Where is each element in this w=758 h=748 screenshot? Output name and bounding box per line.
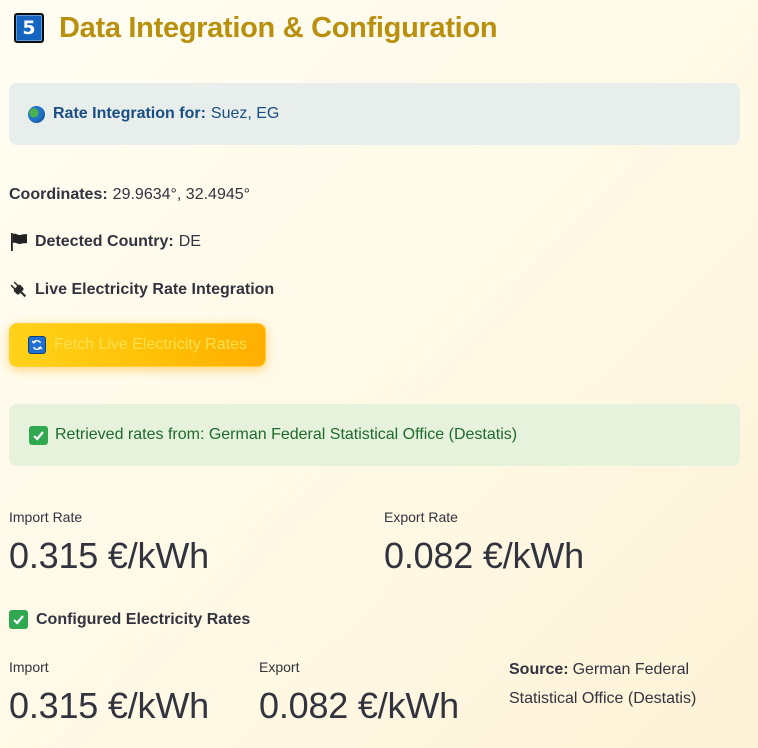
page-title: Data Integration & Configuration [59, 11, 498, 44]
check-icon [29, 425, 48, 445]
flag-icon [11, 233, 27, 251]
export-rate-label: Export Rate [384, 509, 458, 525]
detected-country-value: DE [178, 233, 201, 250]
configured-import-label: Import [9, 659, 49, 675]
coordinates-value: 29.9634°, 32.4945° [112, 186, 251, 203]
live-integration-row: Live Electricity Rate Integration [9, 280, 279, 300]
rate-integration-label: Rate Integration for: [53, 105, 206, 122]
globe-icon [28, 105, 45, 123]
rate-source: Source: German Federal Statistical Office… [509, 655, 734, 713]
coordinates-row: Coordinates: 29.9634°, 32.4945° [9, 186, 250, 204]
configured-rates-heading-row: Configured Electricity Rates [9, 610, 255, 629]
rates-retrieved-text: Retrieved rates from: German Federal Sta… [55, 426, 518, 443]
import-rate-label: Import Rate [9, 509, 83, 525]
check-icon [9, 610, 28, 629]
configured-export-label: Export [259, 659, 300, 675]
rate-source-value: German Federal Statistical Office (Desta… [509, 661, 697, 707]
detected-country-label: Detected Country: [35, 233, 174, 250]
refresh-icon [28, 336, 46, 354]
section-header: 5 Data Integration & Configuration [14, 11, 498, 44]
detected-country-row: Detected Country: DE [9, 232, 201, 252]
coordinates-label: Coordinates: [9, 186, 108, 203]
configured-import-value: 0.315 €/kWh [9, 685, 209, 726]
location-info-box: Rate Integration for: Suez, EG [9, 83, 740, 145]
step-number-badge: 5 [14, 13, 44, 43]
configured-export-value: 0.082 €/kWh [259, 685, 459, 726]
rates-retrieved-alert: Retrieved rates from: German Federal Sta… [9, 404, 740, 466]
export-rate-value: 0.082 €/kWh [384, 535, 584, 576]
configured-rates-heading: Configured Electricity Rates [36, 610, 251, 628]
plug-icon [10, 281, 27, 298]
rate-source-label: Source: [509, 661, 569, 678]
live-integration-heading: Live Electricity Rate Integration [35, 281, 275, 298]
fetch-live-rates-button[interactable]: Fetch Live Electricity Rates [9, 323, 266, 367]
fetch-live-rates-label: Fetch Live Electricity Rates [54, 336, 247, 353]
rate-integration-location: Suez, EG [210, 105, 280, 122]
import-rate-value: 0.315 €/kWh [9, 535, 209, 576]
